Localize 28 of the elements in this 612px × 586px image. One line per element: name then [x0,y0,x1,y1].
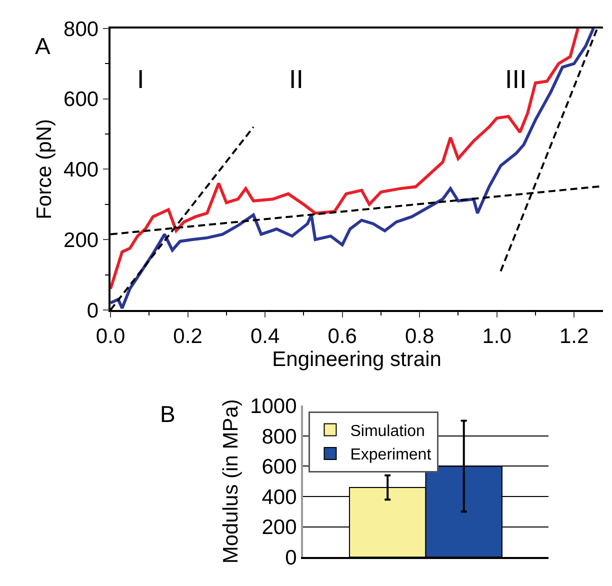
text: A [35,33,51,59]
legend-label: Simulation [350,422,425,440]
annotation: III [505,64,527,94]
y-tick-label: 600 [262,456,297,479]
y-tick-label: 600 [64,88,99,112]
annotation: II [289,64,304,94]
x-tick-label: 0.0 [96,324,126,348]
x-tick-label: 0.4 [250,324,280,348]
y-tick-label: 0 [285,546,297,570]
text: B [160,401,176,427]
legend-label: Experiment [350,446,432,464]
x-tick-label: 0.6 [328,324,357,348]
y-tick-label: 200 [262,516,297,540]
y-axis-title: Force (pN) [33,119,56,220]
y-tick-label: 800 [64,18,99,41]
y-tick-label: 400 [262,486,297,509]
annotation: I [137,64,144,94]
y-tick-label: 400 [64,158,99,182]
y-tick-label: 0 [86,299,99,322]
x-tick-label: 0.2 [173,324,202,348]
y-axis-title: Modulus (in MPa) [220,399,243,564]
x-axis-title: Engineering strain [272,348,442,371]
y-tick-label: 800 [262,425,297,448]
x-tick-label: 1.2 [559,324,589,348]
y-tick-label: 1000 [250,395,297,418]
x-tick-label: 0.8 [404,324,434,348]
x-tick-label: 1.0 [482,324,512,348]
y-tick-label: 200 [64,228,99,252]
